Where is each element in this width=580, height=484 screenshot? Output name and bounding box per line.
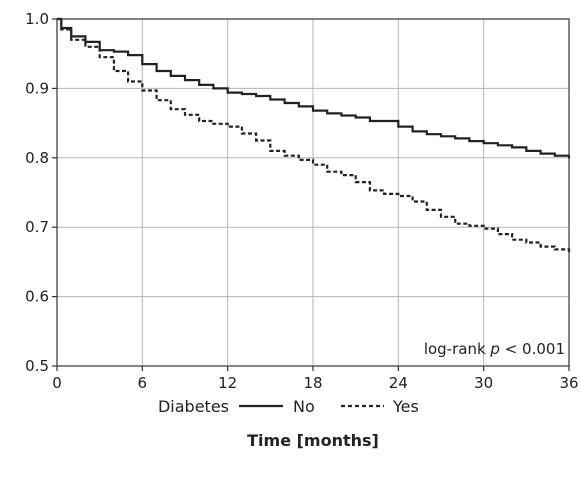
series-line-no [57, 17, 571, 159]
annotation-suffix: < 0.001 [500, 340, 565, 358]
grid-lines [57, 19, 569, 366]
x-tick-label: 18 [303, 374, 322, 392]
y-tick-label: 0.5 [25, 357, 49, 375]
log-rank-annotation: log-rank p < 0.001 [424, 340, 565, 358]
y-tick-label: 0.7 [25, 218, 49, 236]
y-axis: 0.5 0.6 0.7 0.8 0.9 1.0 [25, 10, 57, 375]
annotation-prefix: log-rank [424, 340, 491, 358]
legend-label-yes: Yes [392, 397, 419, 416]
legend-label-no: No [293, 397, 315, 416]
x-tick-label: 6 [138, 374, 148, 392]
x-tick-label: 30 [474, 374, 493, 392]
legend: Diabetes No Yes [158, 397, 419, 416]
y-tick-label: 0.9 [25, 79, 49, 97]
series-line-yes [57, 17, 571, 254]
y-tick-label: 1.0 [25, 10, 49, 28]
legend-title: Diabetes [158, 397, 229, 416]
series-group [57, 17, 571, 254]
y-tick-label: 0.8 [25, 149, 49, 167]
y-tick-label: 0.6 [25, 288, 49, 306]
x-axis-label: Time [months] [247, 431, 379, 450]
x-tick-label: 12 [218, 374, 237, 392]
x-tick-label: 36 [559, 374, 578, 392]
x-axis: 0 6 12 18 24 30 36 [52, 366, 579, 392]
x-tick-label: 24 [389, 374, 408, 392]
annotation-p: p [489, 340, 500, 358]
x-tick-label: 0 [52, 374, 62, 392]
